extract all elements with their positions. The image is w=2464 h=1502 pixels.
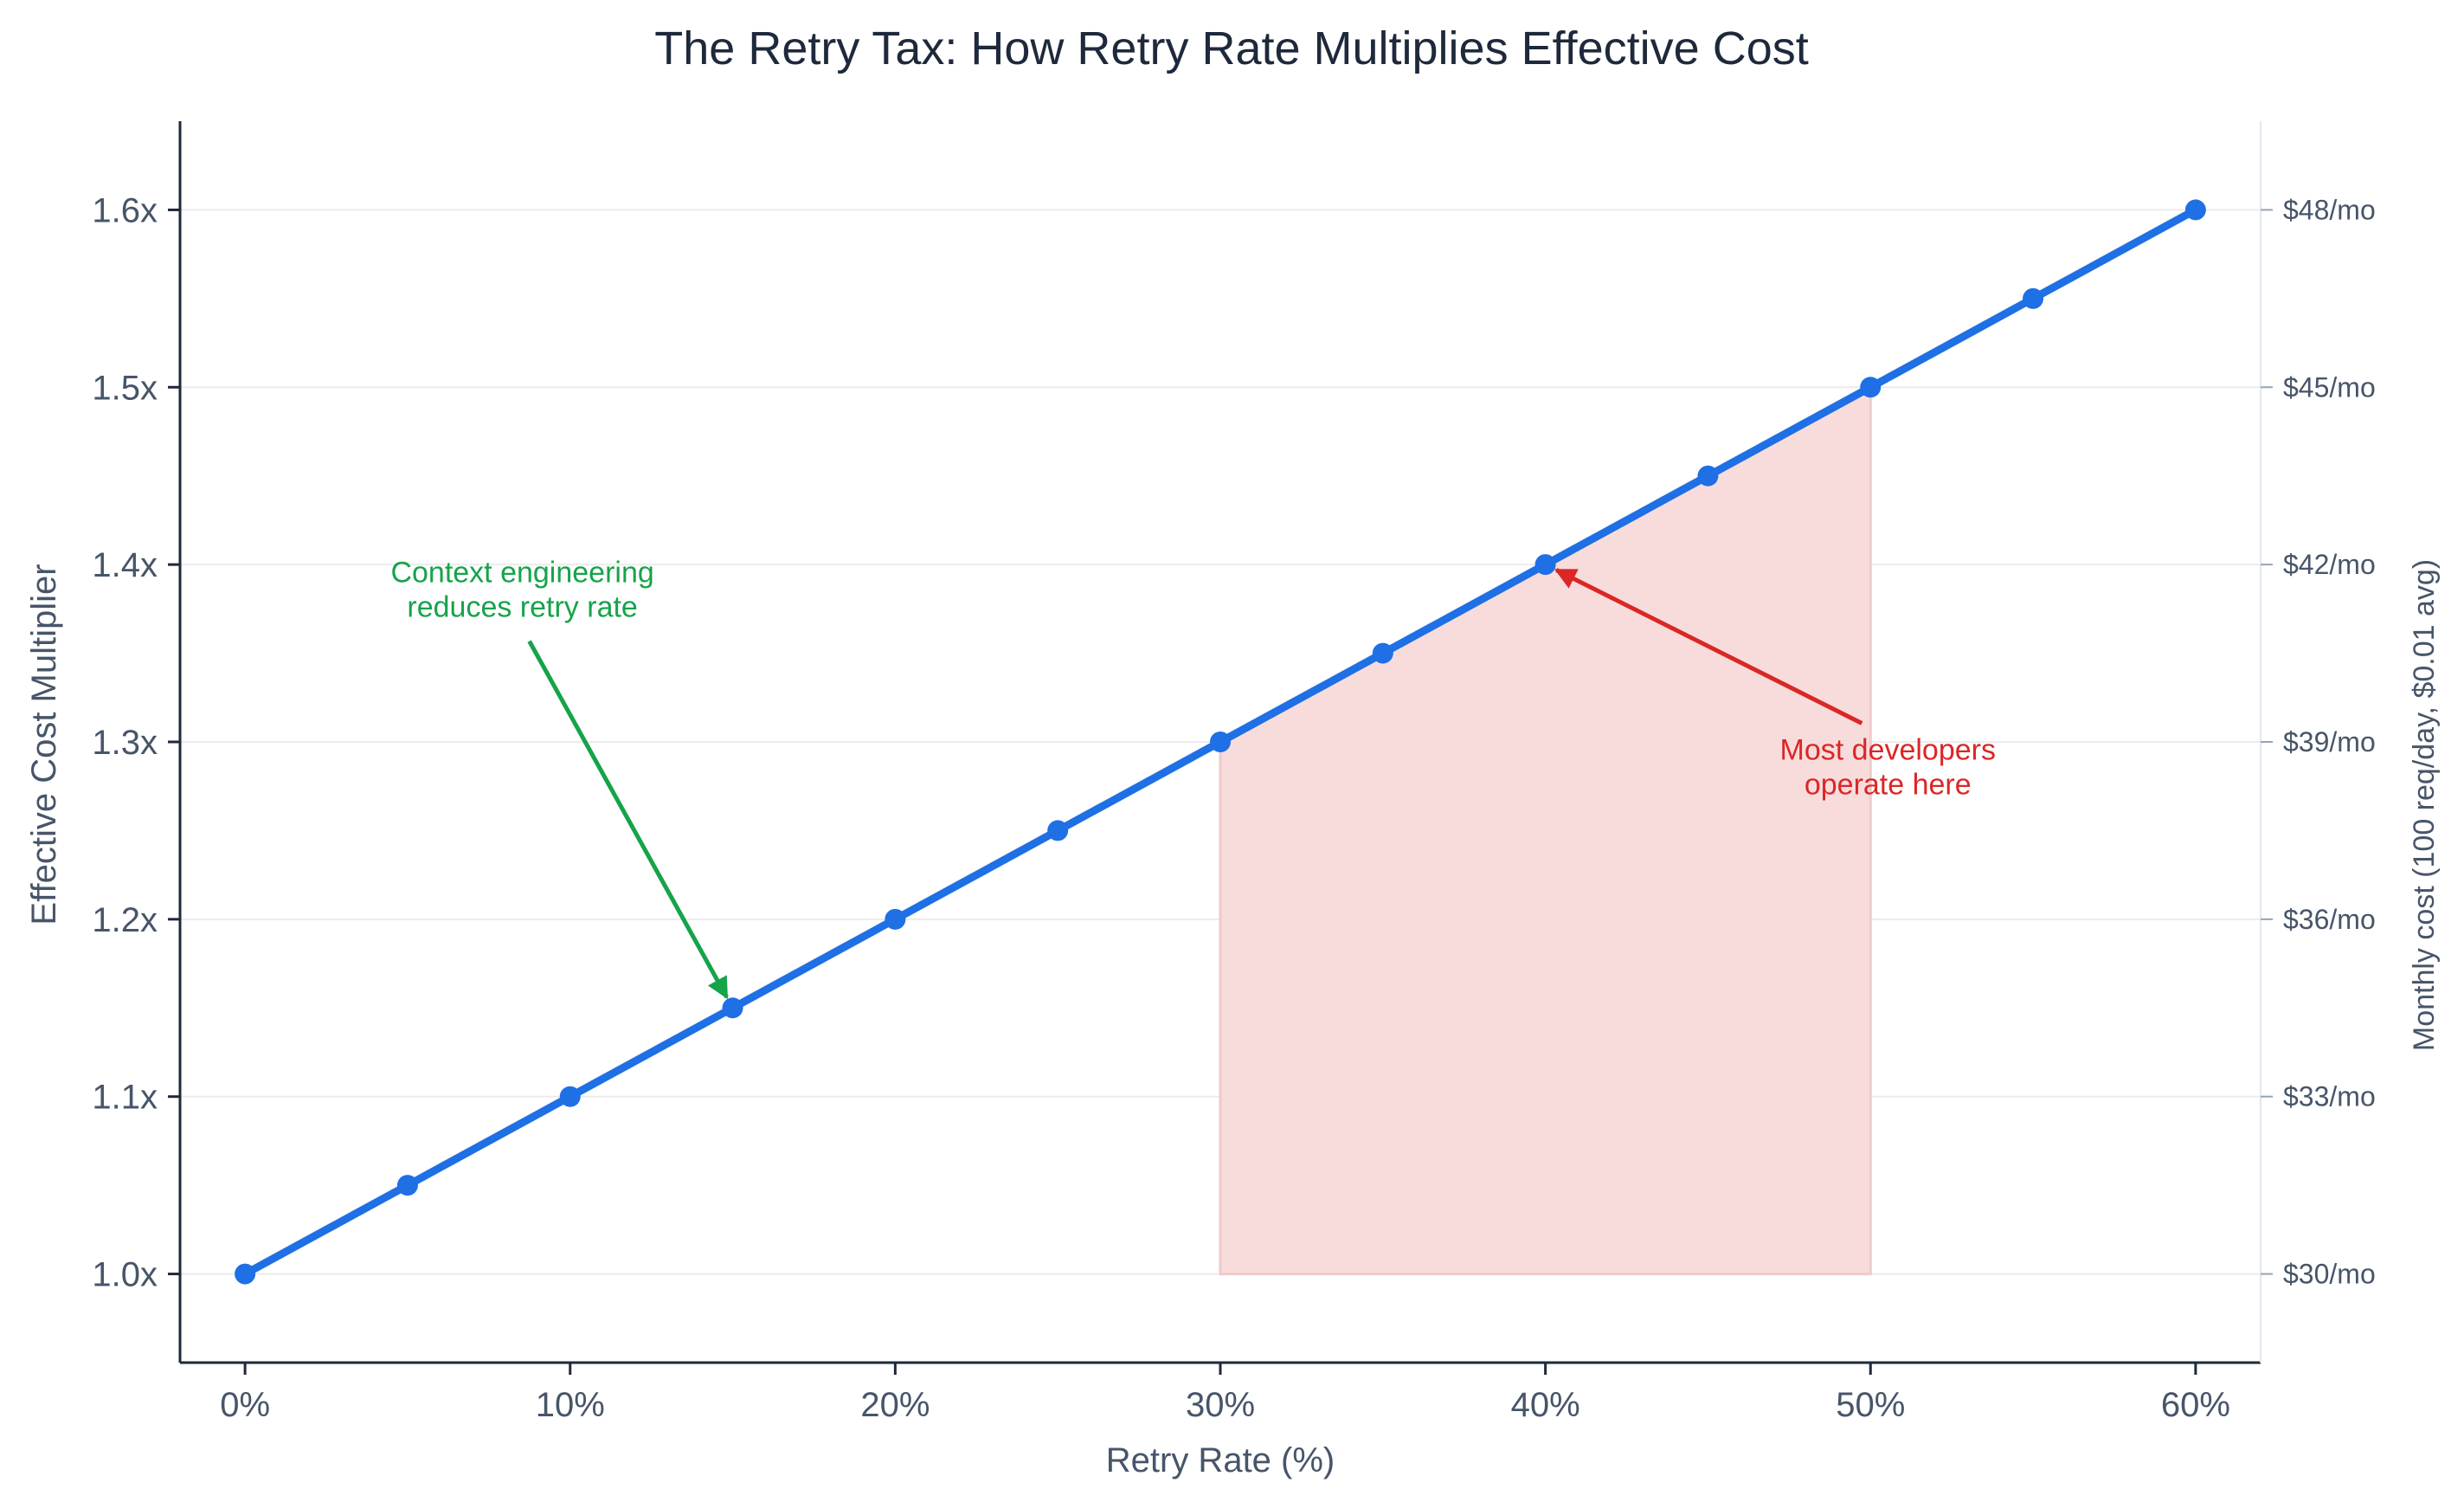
annotation-arrow: [1554, 568, 1863, 725]
y-axis-label: Effective Cost Multiplier: [25, 564, 63, 925]
right-y-tick-label: $33/mo: [2283, 1081, 2376, 1112]
data-point: [1534, 554, 1556, 576]
annotation-arrow: [527, 640, 729, 1000]
data-point: [1372, 642, 1393, 664]
y-tick-label: 1.3x: [92, 724, 158, 762]
right-y-tick-label: $45/mo: [2283, 371, 2376, 403]
data-point: [1860, 377, 1882, 398]
data-point: [235, 1263, 256, 1285]
x-tick-label: 40%: [1511, 1386, 1580, 1424]
shaded-region: [1219, 384, 1872, 1276]
right-y-tick-label: $36/mo: [2283, 904, 2376, 935]
x-tick-label: 30%: [1186, 1386, 1255, 1424]
annotation-text-line: Context engineering: [390, 557, 653, 590]
right-y-tick-label: $48/mo: [2283, 194, 2376, 225]
data-point: [396, 1175, 418, 1196]
x-tick-label: 20%: [860, 1386, 930, 1424]
x-tick-label: 50%: [1836, 1386, 1905, 1424]
y-tick-label: 1.1x: [92, 1079, 158, 1117]
annotation-text-line: Most developers: [1780, 733, 1996, 766]
data-point: [1210, 732, 1231, 752]
data-point: [559, 1086, 581, 1107]
right-y-tick-label: $39/mo: [2283, 726, 2376, 757]
y-tick-label: 1.0x: [92, 1256, 158, 1294]
data-point: [2184, 199, 2206, 221]
right-y-tick-label: $42/mo: [2283, 549, 2376, 580]
series-layer: [235, 199, 2206, 1285]
annotation-text-line: reduces retry rate: [407, 591, 637, 624]
y-tick-label: 1.5x: [92, 369, 158, 407]
shaded-region-layer: [1219, 384, 1872, 1276]
chart-title: The Retry Tax: How Retry Rate Multiplies…: [654, 23, 1808, 74]
x-tick-label: 10%: [536, 1386, 605, 1424]
annotation-text-line: operate here: [1805, 768, 1972, 801]
data-point: [2023, 287, 2044, 309]
x-tick-label: 0%: [220, 1386, 270, 1424]
data-point: [885, 908, 906, 930]
y-tick-label: 1.4x: [92, 546, 158, 584]
right-y-axis-label: Monthly cost (100 req/day, $0.01 avg): [2408, 559, 2441, 1051]
data-point: [1047, 820, 1069, 841]
y-tick-label: 1.6x: [92, 191, 158, 229]
axes: 1.0x 1.1x 1.2x 1.3x 1.4x 1.5x 1.6x 0% 10% 20% 30% 4…: [92, 121, 2376, 1424]
data-point: [1697, 465, 1719, 487]
data-point: [722, 997, 743, 1019]
y-tick-label: 1.2x: [92, 901, 158, 939]
x-axis-label: Retry Rate (%): [1106, 1441, 1335, 1479]
x-tick-label: 60%: [2161, 1386, 2230, 1424]
right-y-tick-label: $30/mo: [2283, 1259, 2376, 1290]
